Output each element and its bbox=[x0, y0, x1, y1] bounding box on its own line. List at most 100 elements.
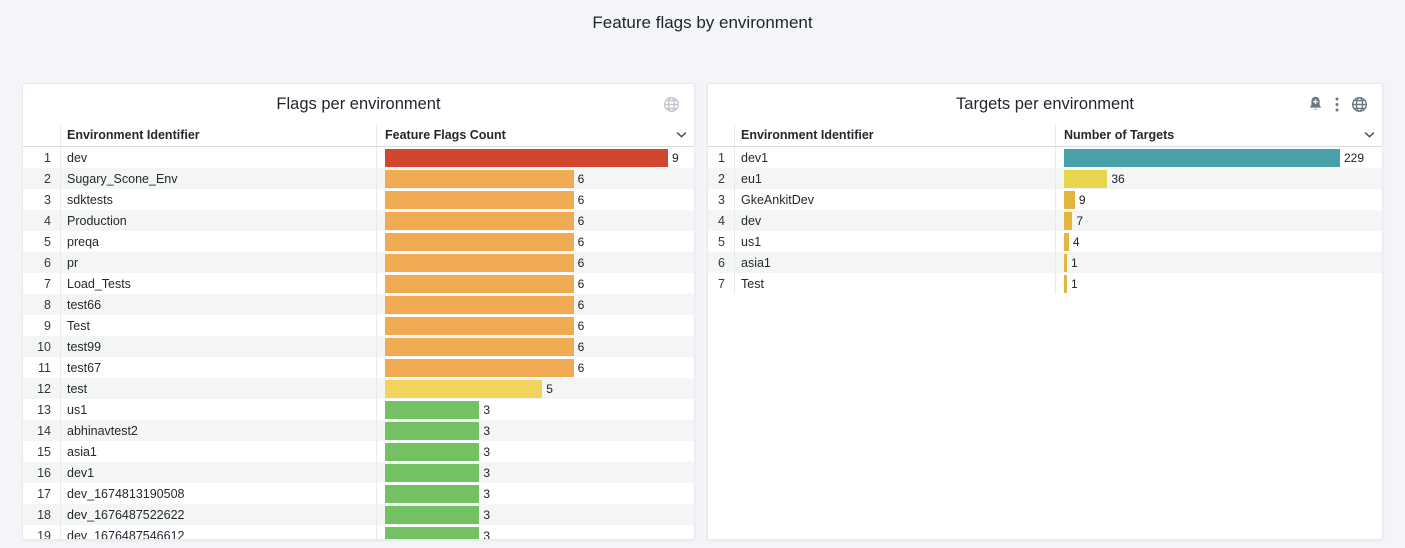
bar-value: 36 bbox=[1111, 171, 1125, 186]
panel-header: Flags per environment bbox=[23, 84, 694, 124]
bar-gauge bbox=[385, 484, 480, 503]
row-index: 17 bbox=[23, 483, 61, 504]
bar-value: 6 bbox=[577, 192, 585, 207]
globe-icon[interactable] bbox=[1351, 96, 1368, 113]
bar-gauge bbox=[385, 316, 574, 335]
panel-header-icons bbox=[1308, 84, 1368, 124]
column-header-environment-identifier[interactable]: Environment Identifier bbox=[61, 124, 377, 146]
table-row: 15 asia1 3 bbox=[23, 441, 694, 462]
column-header-label: Number of Targets bbox=[1064, 128, 1175, 142]
row-index: 7 bbox=[23, 273, 61, 294]
table-row: 1 dev1 229 bbox=[708, 147, 1382, 168]
bar-cell: 3 bbox=[377, 399, 694, 420]
environment-name-cell: dev_1676487546612 bbox=[61, 525, 377, 539]
bar-gauge bbox=[1064, 211, 1073, 230]
bar-cell: 6 bbox=[377, 294, 694, 315]
environment-name-cell: dev_1674813190508 bbox=[61, 483, 377, 504]
bar-value: 1 bbox=[1071, 276, 1078, 291]
bar-cell: 6 bbox=[377, 336, 694, 357]
environment-name-cell: test99 bbox=[61, 336, 377, 357]
environment-name-cell: abhinavtest2 bbox=[61, 420, 377, 441]
table-row: 8 test66 6 bbox=[23, 294, 694, 315]
environment-name-cell: test bbox=[61, 378, 377, 399]
environment-name-cell: eu1 bbox=[735, 168, 1056, 189]
bar-gauge bbox=[385, 232, 574, 251]
chevron-down-icon[interactable] bbox=[1364, 132, 1375, 139]
panel-header: Targets per environment bbox=[708, 84, 1382, 124]
bar-cell: 3 bbox=[377, 462, 694, 483]
row-index: 15 bbox=[23, 441, 61, 462]
table-row: 1 dev 9 bbox=[23, 147, 694, 168]
chevron-down-icon[interactable] bbox=[676, 132, 687, 139]
bar-cell: 1 bbox=[1056, 273, 1382, 294]
dashboard-title: Feature flags by environment bbox=[592, 13, 813, 32]
row-index: 1 bbox=[708, 147, 735, 168]
bar-cell: 1 bbox=[1056, 252, 1382, 273]
row-index: 18 bbox=[23, 504, 61, 525]
bar-gauge bbox=[385, 253, 574, 272]
bar-cell: 3 bbox=[377, 504, 694, 525]
row-index: 6 bbox=[23, 252, 61, 273]
environment-name-cell: preqa bbox=[61, 231, 377, 252]
globe-icon[interactable] bbox=[663, 96, 680, 113]
environment-name-cell: us1 bbox=[735, 231, 1056, 252]
table-row: 19 dev_1676487546612 3 bbox=[23, 525, 694, 540]
bar-value: 3 bbox=[483, 465, 491, 480]
bar-cell: 6 bbox=[377, 273, 694, 294]
bar-gauge bbox=[385, 421, 480, 440]
table-row: 4 dev 7 bbox=[708, 210, 1382, 231]
row-index: 12 bbox=[23, 378, 61, 399]
table-body: 1 dev 9 2 Sugary_Scone_Env 6 3 sdktests 6 4 Produc… bbox=[23, 147, 694, 540]
bar-gauge bbox=[385, 358, 574, 377]
row-index: 4 bbox=[23, 210, 61, 231]
row-number-header bbox=[23, 124, 61, 146]
bar-value: 3 bbox=[483, 444, 491, 459]
kebab-menu-icon[interactable] bbox=[1335, 97, 1339, 112]
table-row: 16 dev1 3 bbox=[23, 462, 694, 483]
panel-title[interactable]: Flags per environment bbox=[276, 94, 441, 113]
row-index: 13 bbox=[23, 399, 61, 420]
environment-name-cell: Load_Tests bbox=[61, 273, 377, 294]
column-header-number-of-targets[interactable]: Number of Targets bbox=[1056, 124, 1382, 146]
bar-value: 6 bbox=[577, 234, 585, 249]
bar-value: 3 bbox=[483, 528, 491, 540]
table-row: 6 asia1 1 bbox=[708, 252, 1382, 273]
column-header-label: Feature Flags Count bbox=[385, 128, 506, 142]
table-row: 12 test 5 bbox=[23, 378, 694, 399]
bar-cell: 3 bbox=[377, 420, 694, 441]
table-row: 4 Production 6 bbox=[23, 210, 694, 231]
environment-name-cell: asia1 bbox=[735, 252, 1056, 273]
bar-gauge bbox=[385, 505, 480, 524]
bar-value: 3 bbox=[483, 402, 491, 417]
row-index: 19 bbox=[23, 525, 61, 539]
bar-value: 6 bbox=[577, 171, 585, 186]
environment-name-cell: Test bbox=[735, 273, 1056, 294]
panel-header-icons bbox=[663, 84, 680, 124]
table-row: 17 dev_1674813190508 3 bbox=[23, 483, 694, 504]
bar-gauge bbox=[385, 274, 574, 293]
column-header-environment-identifier[interactable]: Environment Identifier bbox=[735, 124, 1056, 146]
panel-title[interactable]: Targets per environment bbox=[956, 94, 1134, 113]
environment-name-cell: asia1 bbox=[61, 441, 377, 462]
bar-cell: 6 bbox=[377, 231, 694, 252]
bar-gauge bbox=[1064, 232, 1069, 251]
bell-plus-icon[interactable] bbox=[1308, 96, 1323, 112]
bar-cell: 6 bbox=[377, 168, 694, 189]
bar-gauge bbox=[385, 463, 480, 482]
bar-gauge bbox=[385, 379, 543, 398]
row-index: 11 bbox=[23, 357, 61, 378]
bar-cell: 4 bbox=[1056, 231, 1382, 252]
environment-name-cell: sdktests bbox=[61, 189, 377, 210]
column-header-feature-flags-count[interactable]: Feature Flags Count bbox=[377, 124, 694, 146]
bar-gauge bbox=[385, 190, 574, 209]
environment-name-cell: Production bbox=[61, 210, 377, 231]
table-row: 7 Test 1 bbox=[708, 273, 1382, 294]
row-index: 2 bbox=[708, 168, 735, 189]
environment-name-cell: us1 bbox=[61, 399, 377, 420]
bar-gauge bbox=[385, 169, 574, 188]
environment-name-cell: Test bbox=[61, 315, 377, 336]
bar-value: 6 bbox=[577, 297, 585, 312]
bar-value: 6 bbox=[577, 255, 585, 270]
table-row: 9 Test 6 bbox=[23, 315, 694, 336]
bar-gauge bbox=[385, 526, 480, 539]
